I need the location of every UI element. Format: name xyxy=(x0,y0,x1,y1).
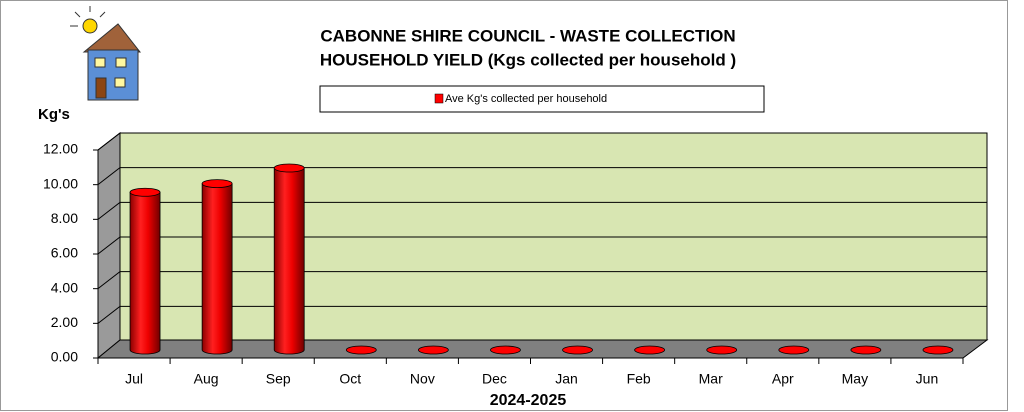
x-tick-label: Jan xyxy=(555,371,578,387)
y-tick-label: 8.00 xyxy=(51,210,78,226)
bar-top xyxy=(418,346,448,354)
bar xyxy=(130,192,160,354)
bar-top xyxy=(563,346,593,354)
bar-top xyxy=(130,188,160,196)
x-tick-label: Oct xyxy=(339,371,361,387)
bar-top xyxy=(635,346,665,354)
bar-top xyxy=(490,346,520,354)
x-tick-label: Mar xyxy=(699,371,723,387)
x-tick-label: Sep xyxy=(266,371,291,387)
y-tick-label: 4.00 xyxy=(51,279,78,295)
x-axis-title: 2024-2025 xyxy=(490,392,567,409)
bar-top xyxy=(707,346,737,354)
bar xyxy=(202,184,232,354)
chart-title: CABONNE SHIRE COUNCIL - WASTE COLLECTION xyxy=(320,26,735,45)
bar-top xyxy=(202,180,232,188)
x-tick-label: Apr xyxy=(772,371,794,387)
y-tick-label: 2.00 xyxy=(51,314,78,330)
bar-top xyxy=(346,346,376,354)
bar-top xyxy=(779,346,809,354)
legend-swatch xyxy=(435,94,443,103)
legend-label: Ave Kg's collected per household xyxy=(445,93,607,105)
x-tick-label: Nov xyxy=(410,371,435,387)
y-tick-label: 0.00 xyxy=(51,349,78,365)
bar-top xyxy=(923,346,953,354)
y-tick-label: 12.00 xyxy=(43,141,78,157)
chart: CABONNE SHIRE COUNCIL - WASTE COLLECTION… xyxy=(0,0,1024,412)
x-tick-label: Jul xyxy=(125,371,143,387)
y-tick-label: 10.00 xyxy=(43,175,78,191)
x-tick-label: Feb xyxy=(627,371,651,387)
bar-top xyxy=(274,164,304,172)
bar-top xyxy=(851,346,881,354)
bar xyxy=(274,168,304,354)
y-tick-label: 6.00 xyxy=(51,245,78,261)
chart-subtitle: HOUSEHOLD YIELD (Kgs collected per house… xyxy=(320,50,736,69)
x-tick-label: May xyxy=(842,371,868,387)
x-tick-label: Jun xyxy=(916,371,939,387)
y-axis-title: Kg's xyxy=(38,106,70,123)
x-tick-label: Aug xyxy=(194,371,219,387)
x-tick-label: Dec xyxy=(482,371,507,387)
